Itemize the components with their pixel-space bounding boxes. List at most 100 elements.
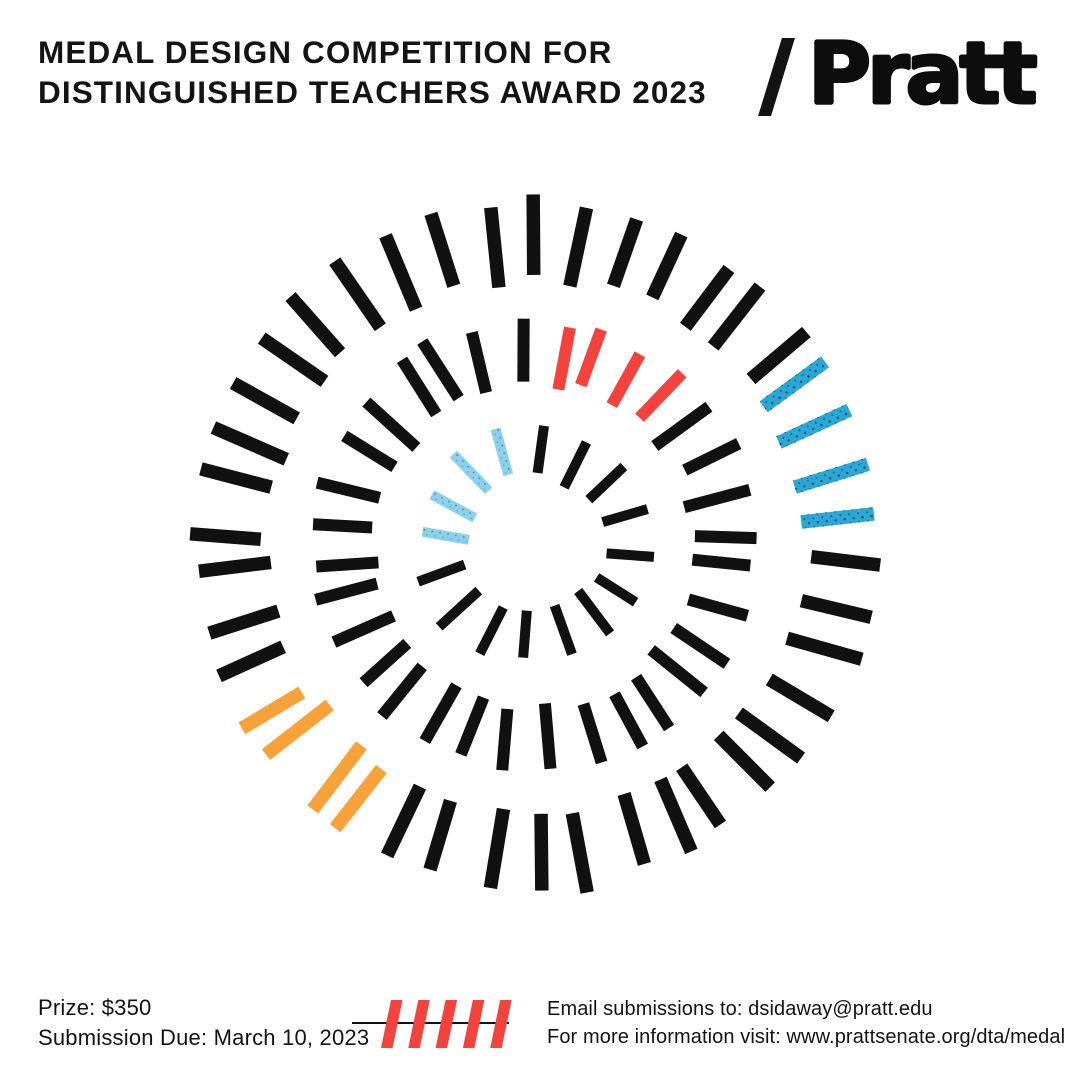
spiral-dash bbox=[381, 783, 427, 859]
spiral-dash bbox=[670, 623, 731, 669]
spiral-dash bbox=[307, 741, 367, 814]
spiral-dash bbox=[559, 440, 591, 490]
spiral-dash bbox=[785, 631, 864, 666]
submission-due-text: Submission Due: March 10, 2023 bbox=[38, 1025, 370, 1050]
motif-slash bbox=[381, 1000, 403, 1048]
spiral-dash bbox=[315, 556, 379, 573]
spiral-dash bbox=[423, 798, 457, 872]
pratt-wordmark: Pratt bbox=[808, 24, 1038, 124]
spiral-dash bbox=[257, 332, 329, 387]
spiral-dash bbox=[359, 638, 412, 688]
spiral-dash bbox=[518, 610, 532, 659]
spiral-dash bbox=[734, 707, 806, 764]
spiral-dash bbox=[601, 504, 649, 527]
spiral-dash bbox=[691, 553, 751, 572]
spiral-dash bbox=[379, 233, 423, 312]
spiral-dash bbox=[455, 695, 490, 757]
spiral-dash bbox=[792, 457, 870, 494]
spiral-dash bbox=[617, 792, 651, 866]
spiral-dash bbox=[229, 377, 300, 425]
motif-slash bbox=[408, 1000, 430, 1048]
spiral-dash bbox=[574, 587, 615, 637]
spiral-dash bbox=[679, 264, 735, 331]
motif-slash bbox=[462, 1000, 485, 1048]
spiral-dash bbox=[538, 703, 557, 770]
spiral-dash bbox=[421, 526, 470, 545]
spiral-dash bbox=[534, 813, 549, 891]
spiral-dash bbox=[210, 421, 289, 466]
spiral-ring-2 bbox=[312, 318, 757, 771]
spiral-dash bbox=[635, 369, 687, 422]
spiral-dash bbox=[314, 577, 379, 606]
spiral-dash bbox=[424, 211, 461, 288]
spiral-dash bbox=[216, 640, 286, 683]
spiral-dash bbox=[759, 356, 830, 413]
spiral-dash bbox=[532, 425, 549, 474]
spiral-dash bbox=[746, 326, 811, 385]
spiral-dash bbox=[198, 555, 272, 578]
spiral-dash bbox=[396, 356, 442, 418]
more-info-text: For more information visit: www.prattsen… bbox=[547, 1026, 1066, 1048]
spiral-dash bbox=[189, 527, 262, 546]
footer-contact-block: Email submissions to: dsidaway@pratt.edu… bbox=[547, 995, 1065, 1051]
spiral-dash bbox=[312, 518, 373, 534]
spiral-dash bbox=[593, 573, 639, 607]
spiral-dash bbox=[799, 594, 873, 624]
footer-prize-block: Prize: $350 Submission Due: March 10, 20… bbox=[38, 993, 369, 1053]
spiral-dash bbox=[490, 427, 514, 477]
spiral-dash bbox=[517, 318, 530, 382]
spiral-dash bbox=[606, 351, 646, 409]
spiral-dash bbox=[484, 206, 506, 289]
spiral-dash bbox=[676, 763, 727, 829]
spiral-dash bbox=[429, 490, 478, 523]
spiral-dash bbox=[765, 673, 835, 723]
spiral-dash bbox=[609, 691, 649, 750]
spiral-dash bbox=[565, 812, 594, 894]
spiral-dash bbox=[329, 257, 386, 332]
spiral-dash bbox=[654, 776, 698, 855]
spiral-dash bbox=[207, 604, 281, 640]
spiral-dash bbox=[577, 702, 608, 765]
spiral-dash bbox=[449, 450, 493, 495]
spiral-dash bbox=[707, 282, 766, 351]
spiral-dash bbox=[810, 549, 881, 572]
poster-title-line2: DISTINGUISHED TEACHERS AWARD 2023 bbox=[38, 74, 707, 110]
prize-text: Prize: $350 bbox=[38, 995, 152, 1020]
spiral-dash bbox=[694, 530, 757, 545]
motif-slash bbox=[490, 1000, 512, 1048]
spiral-dash bbox=[199, 462, 273, 494]
spiral-dash bbox=[651, 401, 713, 451]
spiral-dash bbox=[585, 462, 628, 504]
spiral-dash bbox=[285, 292, 346, 358]
spiral-dash bbox=[483, 807, 511, 890]
spiral-dash bbox=[631, 673, 675, 732]
spiral-dash bbox=[329, 764, 387, 833]
spiral-dash bbox=[417, 338, 464, 402]
motif-slash bbox=[435, 1000, 458, 1048]
spiral-dash bbox=[331, 610, 396, 648]
spiral-dash bbox=[526, 194, 541, 275]
spiral-dash bbox=[776, 403, 853, 449]
pratt-logo: Pratt bbox=[756, 28, 1056, 128]
spiral-dash bbox=[261, 699, 334, 760]
spiral-dash bbox=[686, 593, 750, 622]
spiral-dash bbox=[713, 730, 775, 792]
spiral-dash bbox=[435, 586, 483, 631]
poster-title: MEDAL DESIGN COMPETITION FOR DISTINGUISH… bbox=[38, 32, 707, 112]
spiral-dash bbox=[466, 330, 492, 395]
spiral-dash bbox=[362, 397, 421, 452]
spiral-dash bbox=[475, 605, 508, 656]
spiral-dash bbox=[682, 484, 752, 513]
spiral-ring-3 bbox=[189, 194, 881, 894]
spiral-ring-1 bbox=[416, 425, 655, 659]
spiral-dash bbox=[552, 326, 576, 391]
spiral-dash bbox=[341, 430, 398, 473]
spiral-dash bbox=[575, 327, 607, 388]
spiral-dash bbox=[606, 548, 655, 562]
spiral-dash bbox=[377, 662, 427, 720]
spiral-dash bbox=[800, 507, 875, 529]
spiral-dash bbox=[238, 686, 306, 735]
spiral-dash bbox=[607, 217, 644, 289]
spiral-dash bbox=[549, 603, 577, 656]
